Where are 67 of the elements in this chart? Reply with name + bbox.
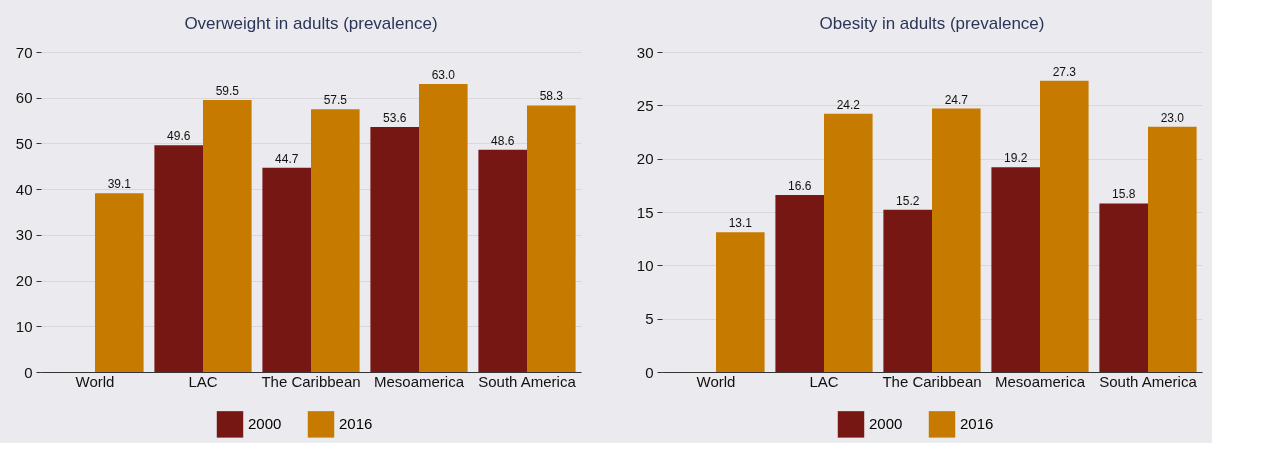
y-tick-label: 70 [15, 43, 33, 61]
data-label: 13.1 [728, 216, 753, 231]
y-tick-label: 50 [15, 134, 33, 152]
y-tick-label: 30 [15, 226, 33, 244]
bar [775, 194, 824, 372]
bar [824, 113, 873, 372]
bar [419, 84, 468, 372]
data-label: 49.6 [167, 129, 191, 144]
y-tick-label: 25 [636, 96, 654, 114]
bar [1148, 126, 1197, 372]
legend-label: 2016 [339, 415, 373, 433]
data-label: 24.2 [836, 97, 861, 112]
data-label: 44.7 [275, 151, 299, 166]
y-tick-label: 40 [15, 180, 33, 198]
y-tick-label: 0 [24, 363, 33, 381]
bar [883, 209, 932, 372]
x-tick-label: Mesoamerica [994, 372, 1086, 390]
bar [527, 105, 576, 372]
y-tick-label: 5 [645, 310, 654, 328]
data-label: 53.6 [383, 110, 407, 125]
x-tick-label: The Caribbean [882, 372, 982, 390]
x-tick-label: World [696, 372, 736, 390]
legend-label: 2016 [960, 415, 994, 433]
y-tick-label: 10 [15, 317, 33, 335]
x-tick-label: South America [1099, 372, 1198, 390]
x-tick-label: Mesoamerica [373, 372, 465, 390]
data-label: 27.3 [1052, 64, 1077, 79]
chart-title: Obesity in adults (prevalence) [819, 14, 1045, 33]
y-tick-label: 30 [636, 43, 654, 61]
bar [154, 145, 203, 372]
data-label: 16.6 [788, 178, 812, 193]
bar [262, 167, 311, 372]
data-label: 23.0 [1160, 110, 1185, 125]
y-tick-label: 10 [636, 256, 654, 274]
y-tick-label: 0 [645, 363, 654, 381]
bar [1099, 203, 1148, 372]
data-label: 24.7 [944, 92, 969, 107]
bar [203, 100, 252, 372]
data-label: 59.5 [215, 84, 240, 98]
x-tick-label: LAC [188, 372, 218, 390]
data-label: 57.5 [323, 93, 348, 108]
data-label: 15.2 [896, 193, 920, 208]
y-tick-label: 15 [636, 203, 654, 221]
data-label: 19.2 [1004, 151, 1028, 166]
x-tick-label: The Caribbean [261, 372, 361, 390]
bar [370, 126, 419, 372]
data-label: 63.0 [431, 68, 456, 82]
x-tick-label: South America [478, 372, 577, 390]
y-tick-label: 60 [15, 89, 33, 107]
y-tick-label: 20 [636, 150, 654, 168]
bar [478, 149, 527, 372]
bar [95, 193, 144, 372]
legend-label: 2000 [248, 415, 282, 433]
bar [1040, 80, 1089, 372]
bar [716, 232, 765, 372]
data-label: 39.1 [107, 177, 132, 192]
chart-title: Overweight in adults (prevalence) [184, 14, 438, 33]
bar [991, 167, 1040, 372]
data-label: 15.8 [1112, 187, 1136, 202]
data-label: 48.6 [491, 133, 515, 148]
y-tick-label: 20 [15, 272, 33, 290]
data-label: 58.3 [539, 89, 564, 104]
x-tick-label: LAC [809, 372, 839, 390]
legend-label: 2000 [869, 415, 903, 433]
bar [932, 108, 981, 372]
bar [311, 109, 360, 372]
x-tick-label: World [75, 372, 115, 390]
